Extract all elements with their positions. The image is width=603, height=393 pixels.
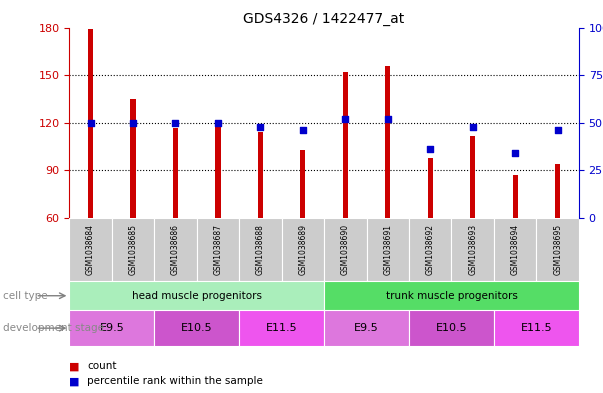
- Bar: [130, 99, 136, 218]
- Text: head muscle progenitors: head muscle progenitors: [131, 291, 262, 301]
- Text: development stage: development stage: [3, 323, 104, 333]
- Bar: [513, 175, 518, 218]
- Text: GSM1038686: GSM1038686: [171, 224, 180, 275]
- Bar: [324, 281, 579, 310]
- Text: E11.5: E11.5: [520, 323, 552, 333]
- Bar: [239, 218, 282, 281]
- Bar: [154, 310, 239, 346]
- Bar: [197, 218, 239, 281]
- Bar: [409, 310, 494, 346]
- Bar: [239, 310, 324, 346]
- Text: percentile rank within the sample: percentile rank within the sample: [87, 376, 264, 386]
- Bar: [343, 72, 348, 218]
- Bar: [69, 310, 154, 346]
- Point: [468, 123, 478, 130]
- Point: [383, 116, 393, 122]
- Text: ■: ■: [69, 361, 80, 371]
- Point: [426, 146, 435, 152]
- Text: E9.5: E9.5: [354, 323, 379, 333]
- Bar: [112, 218, 154, 281]
- Text: trunk muscle progenitors: trunk muscle progenitors: [385, 291, 517, 301]
- Text: GSM1038689: GSM1038689: [298, 224, 308, 275]
- Text: GSM1038685: GSM1038685: [128, 224, 137, 275]
- Point: [171, 119, 180, 126]
- Point: [86, 119, 95, 126]
- Bar: [428, 158, 433, 218]
- Bar: [69, 218, 112, 281]
- Text: E9.5: E9.5: [99, 323, 124, 333]
- Point: [128, 119, 138, 126]
- Text: cell type: cell type: [3, 290, 48, 301]
- Bar: [258, 132, 263, 218]
- Bar: [409, 218, 452, 281]
- Bar: [154, 218, 197, 281]
- Bar: [452, 218, 494, 281]
- Text: GSM1038690: GSM1038690: [341, 224, 350, 275]
- Point: [213, 119, 223, 126]
- Bar: [88, 29, 93, 218]
- Point: [341, 116, 350, 122]
- Text: GSM1038687: GSM1038687: [213, 224, 223, 275]
- Text: GSM1038693: GSM1038693: [468, 224, 477, 275]
- Point: [298, 127, 308, 134]
- Text: E11.5: E11.5: [266, 323, 297, 333]
- Bar: [215, 119, 221, 218]
- Bar: [367, 218, 409, 281]
- Text: E10.5: E10.5: [436, 323, 467, 333]
- Bar: [173, 128, 178, 218]
- Bar: [470, 136, 475, 218]
- Bar: [300, 150, 306, 218]
- Text: GSM1038692: GSM1038692: [426, 224, 435, 275]
- Text: E10.5: E10.5: [181, 323, 212, 333]
- Bar: [282, 218, 324, 281]
- Bar: [385, 66, 390, 218]
- Bar: [324, 310, 409, 346]
- Text: GSM1038684: GSM1038684: [86, 224, 95, 275]
- Point: [256, 123, 265, 130]
- Bar: [494, 218, 537, 281]
- Text: count: count: [87, 361, 117, 371]
- Point: [553, 127, 563, 134]
- Point: [510, 150, 520, 156]
- Bar: [69, 281, 324, 310]
- Bar: [537, 218, 579, 281]
- Title: GDS4326 / 1422477_at: GDS4326 / 1422477_at: [244, 13, 405, 26]
- Bar: [555, 164, 560, 218]
- Text: GSM1038695: GSM1038695: [553, 224, 562, 275]
- Text: GSM1038688: GSM1038688: [256, 224, 265, 275]
- Bar: [494, 310, 579, 346]
- Bar: [324, 218, 367, 281]
- Text: ■: ■: [69, 376, 80, 386]
- Text: GSM1038694: GSM1038694: [511, 224, 520, 275]
- Text: GSM1038691: GSM1038691: [384, 224, 393, 275]
